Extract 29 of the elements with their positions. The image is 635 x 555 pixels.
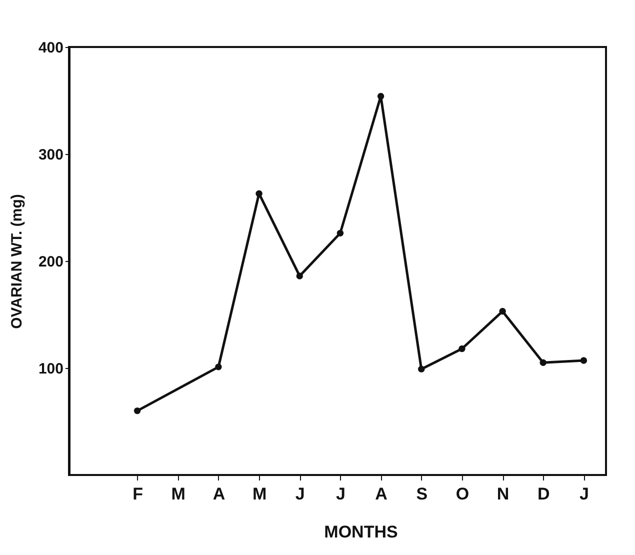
point — [580, 357, 588, 364]
point — [458, 345, 466, 352]
point — [134, 407, 141, 414]
y-tick-label: 200 — [38, 254, 64, 270]
point — [256, 190, 262, 197]
x-tick-label: N — [496, 484, 510, 504]
point — [377, 92, 384, 100]
x-tick-label: O — [456, 484, 470, 504]
point — [336, 230, 344, 237]
x-tick-label: J — [579, 484, 589, 504]
x-tick-label: J — [295, 484, 305, 504]
y-axis-title: OVARIAN WT. (mg) — [8, 194, 26, 329]
x-tick-label: S — [416, 484, 428, 504]
x-tick-label: M — [171, 484, 186, 504]
point — [215, 364, 222, 370]
point — [418, 366, 425, 372]
y-tick-label: 300 — [38, 146, 64, 164]
point — [499, 308, 506, 315]
point — [296, 272, 303, 280]
y-tick-label: 100 — [38, 360, 64, 378]
point — [540, 359, 546, 366]
x-axis-title: MONTHS — [324, 522, 398, 542]
x-tick-label: F — [132, 484, 143, 504]
x-tick-label: A — [212, 484, 226, 504]
x-tick-label: J — [336, 484, 346, 504]
y-tick-label: 400 — [38, 40, 64, 56]
x-tick-label: M — [252, 484, 267, 504]
x-tick-label: A — [375, 484, 388, 504]
x-tick-label: D — [537, 484, 550, 504]
